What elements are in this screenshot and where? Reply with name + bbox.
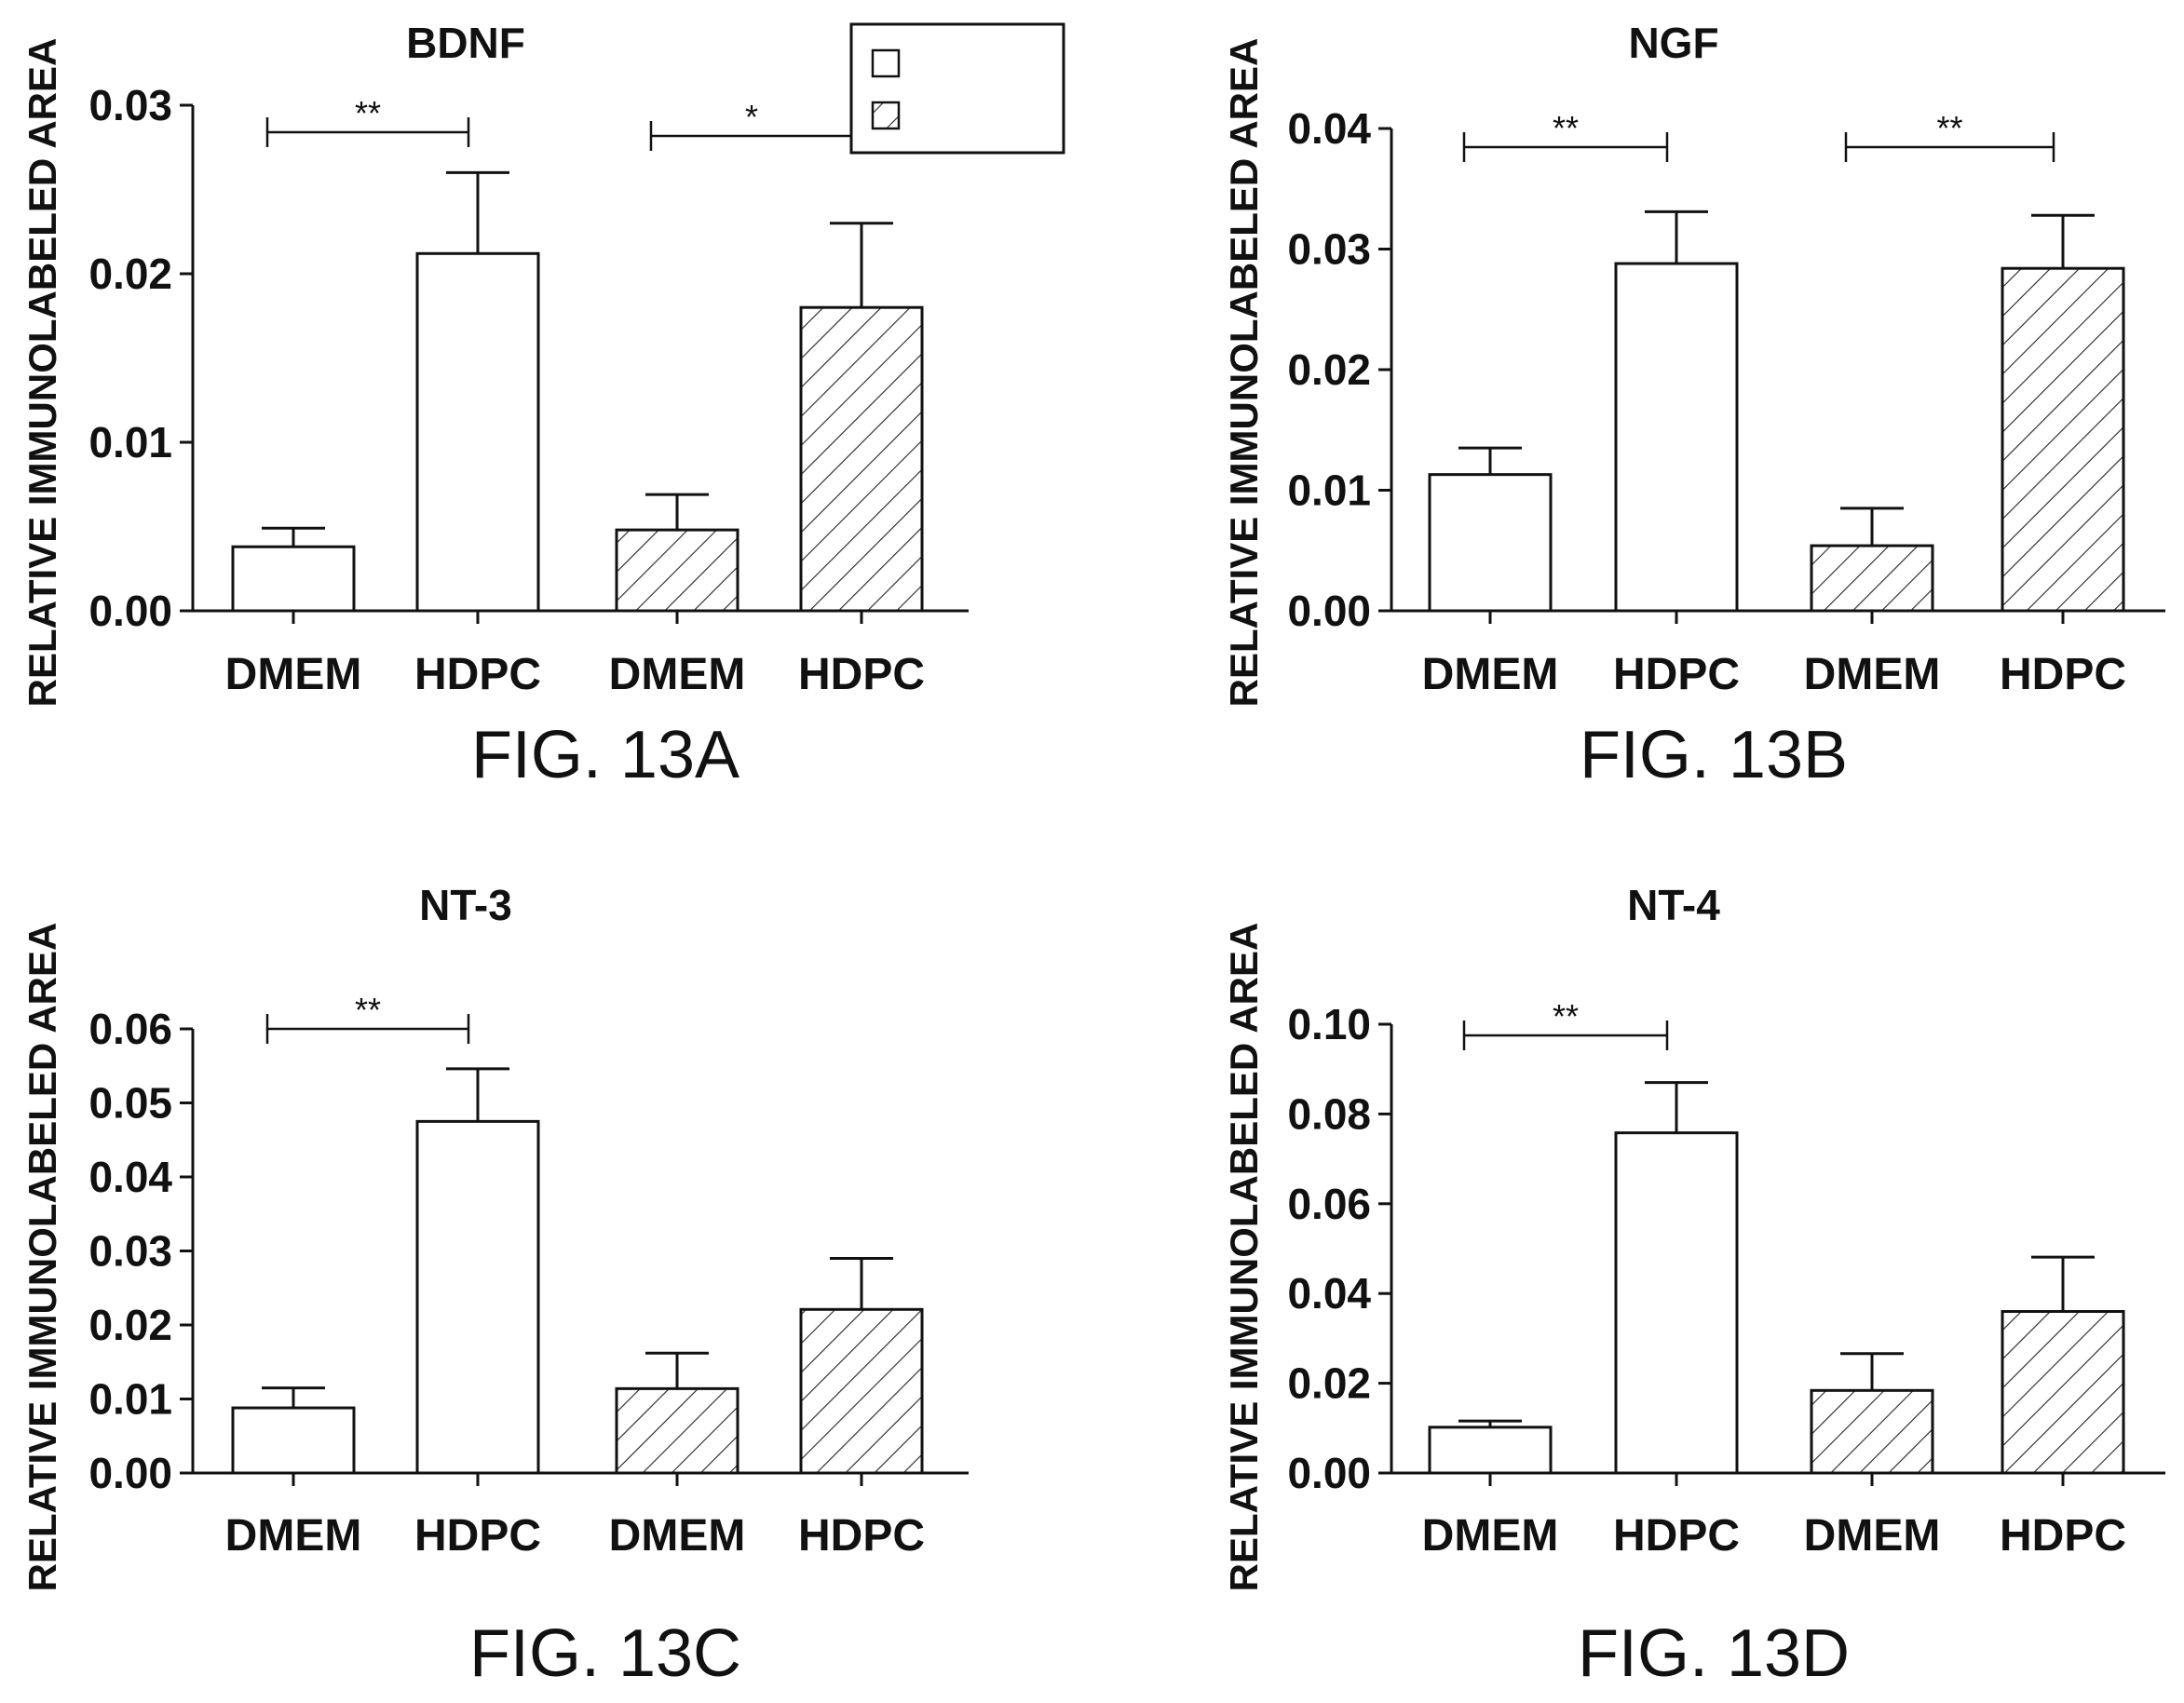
y-tick-label: 0.04 [1287,1269,1371,1318]
y-tick-label: 0.08 [1287,1089,1371,1138]
chart-panel-3: NT-3 RELATIVE IMMUNOLABELED AREA 0.00 0.01 0… [20,881,969,1691]
bar [1810,544,1934,613]
bar [1614,262,1739,613]
category-label: DMEM [609,1511,746,1561]
y-tick-label: 0.01 [88,418,172,466]
y-axis-label: RELATIVE IMMUNOLABELED AREA [20,38,64,708]
bar [799,1307,924,1475]
y-tick-label: 0.00 [1287,587,1371,635]
category-label: HDPC [414,1511,541,1561]
figure-caption: FIG. 13C [469,1616,741,1691]
bar [1810,1388,1934,1475]
category-label: DMEM [1422,650,1559,699]
category-label: HDPC [798,1511,925,1561]
bar [2001,266,2125,613]
y-tick-label: 0.00 [88,587,172,635]
category-label: DMEM [1804,1511,1941,1561]
y-tick-label: 0.02 [1287,345,1371,394]
y-tick-label: 0.06 [1287,1180,1371,1228]
significance-label: ** [355,991,381,1029]
bar [1428,1426,1553,1475]
legend-box [849,22,1065,155]
y-tick-label: 0.00 [88,1449,172,1497]
y-tick-label: 0.03 [88,1227,172,1276]
bar [615,1386,739,1475]
bar [1614,1131,1739,1475]
bar [615,528,739,613]
y-tick-label: 0.04 [88,1153,172,1201]
significance-label: ** [1553,109,1579,147]
significance-label: ** [355,94,381,132]
bar [799,305,924,613]
chart-title: NT-3 [419,881,512,929]
legend [849,22,1065,155]
legend-swatch [871,101,901,130]
y-tick-label: 0.03 [1287,225,1371,274]
significance-label: ** [1936,109,1962,147]
bar [2001,1309,2125,1475]
figure-caption: FIG. 13B [1580,718,1848,792]
bar [231,545,356,613]
category-label: HDPC [1613,650,1740,699]
y-axis-label: RELATIVE IMMUNOLABELED AREA [1222,923,1266,1592]
category-label: DMEM [225,650,362,699]
y-tick-label: 0.05 [88,1079,172,1128]
bar [415,1119,540,1475]
category-label: HDPC [2000,650,2126,699]
bar [415,251,540,613]
chart-panel-2: NGF RELATIVE IMMUNOLABELED AREA 0.00 0.01 0.… [1222,19,2165,792]
bar [231,1406,356,1475]
chart-title: NT-4 [1627,881,1720,929]
significance-label: * [745,98,758,136]
category-label: DMEM [1804,650,1941,699]
y-tick-label: 0.02 [1287,1359,1371,1408]
category-label: DMEM [609,650,746,699]
y-tick-label: 0.06 [88,1005,172,1053]
y-tick-label: 0.03 [88,81,172,129]
category-label: HDPC [1613,1511,1740,1561]
y-tick-label: 0.10 [1287,1000,1371,1048]
y-tick-label: 0.02 [88,1301,172,1349]
figure-caption: FIG. 13D [1578,1616,1850,1691]
chart-panel-4: NT-4 RELATIVE IMMUNOLABELED AREA 0.00 0.02 0… [1222,881,2165,1691]
y-tick-label: 0.01 [88,1375,172,1424]
significance-label: ** [1553,997,1579,1035]
figure-caption: FIG. 13A [471,718,739,792]
y-axis-label: RELATIVE IMMUNOLABELED AREA [20,923,64,1592]
y-tick-label: 0.02 [88,250,172,298]
y-axis-label: RELATIVE IMMUNOLABELED AREA [1222,38,1266,708]
chart-title: NGF [1628,19,1718,67]
legend-swatch [871,48,901,78]
category-label: HDPC [414,650,541,699]
bar [1428,473,1553,613]
category-label: HDPC [2000,1511,2126,1561]
chart-title: BDNF [406,19,525,67]
category-label: HDPC [798,650,925,699]
chart-panel-1: BDNF RELATIVE IMMUNOLABELED AREA 0.00 0.01 0… [20,19,1065,792]
y-tick-label: 0.04 [1287,104,1371,153]
category-label: DMEM [1422,1511,1559,1561]
y-tick-label: 0.00 [1287,1449,1371,1497]
category-label: DMEM [225,1511,362,1561]
y-tick-label: 0.01 [1287,466,1371,515]
